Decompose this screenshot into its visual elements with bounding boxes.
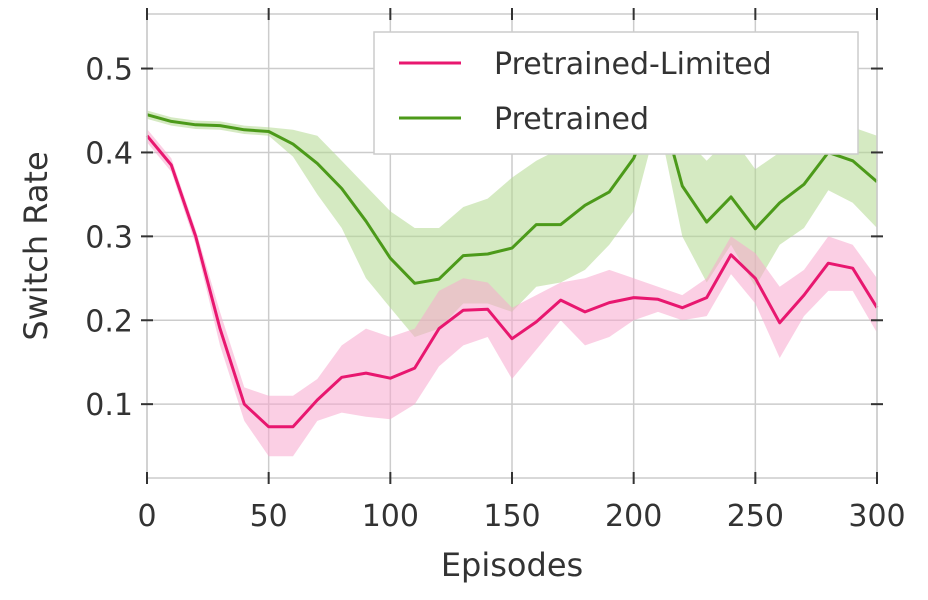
x-tick-label: 0 — [137, 499, 156, 534]
line-pretrained-limited — [145, 134, 879, 429]
series-lines — [145, 94, 879, 429]
x-tick-label: 300 — [848, 499, 905, 534]
line-pretrained — [146, 94, 878, 285]
y-tick-label: 0.4 — [85, 136, 133, 171]
band-pretrained-limited — [147, 129, 877, 457]
x-tick-label: 200 — [605, 499, 662, 534]
legend-box — [373, 31, 859, 155]
y-tick-label: 0.2 — [85, 304, 133, 339]
legend: Pretrained-Limited Pretrained — [373, 31, 859, 155]
y-tick-label: 0.3 — [85, 220, 133, 255]
x-tick-label: 150 — [483, 499, 540, 534]
tick-labels: 0 50 100 150 200 250 300 0.1 0.2 0.3 0.4 0.5 — [85, 53, 905, 534]
x-axis-label: Episodes — [441, 546, 583, 584]
axis-ticks — [141, 8, 883, 484]
x-tick-label: 100 — [362, 499, 419, 534]
legend-label-pretrained-limited: Pretrained-Limited — [494, 47, 772, 82]
x-tick-label: 50 — [250, 499, 288, 534]
y-tick-label: 0.1 — [85, 388, 133, 423]
y-axis-label: Switch Rate — [17, 151, 55, 340]
y-tick-label: 0.5 — [85, 53, 133, 88]
x-tick-label: 250 — [727, 499, 784, 534]
legend-label-pretrained: Pretrained — [494, 102, 649, 137]
